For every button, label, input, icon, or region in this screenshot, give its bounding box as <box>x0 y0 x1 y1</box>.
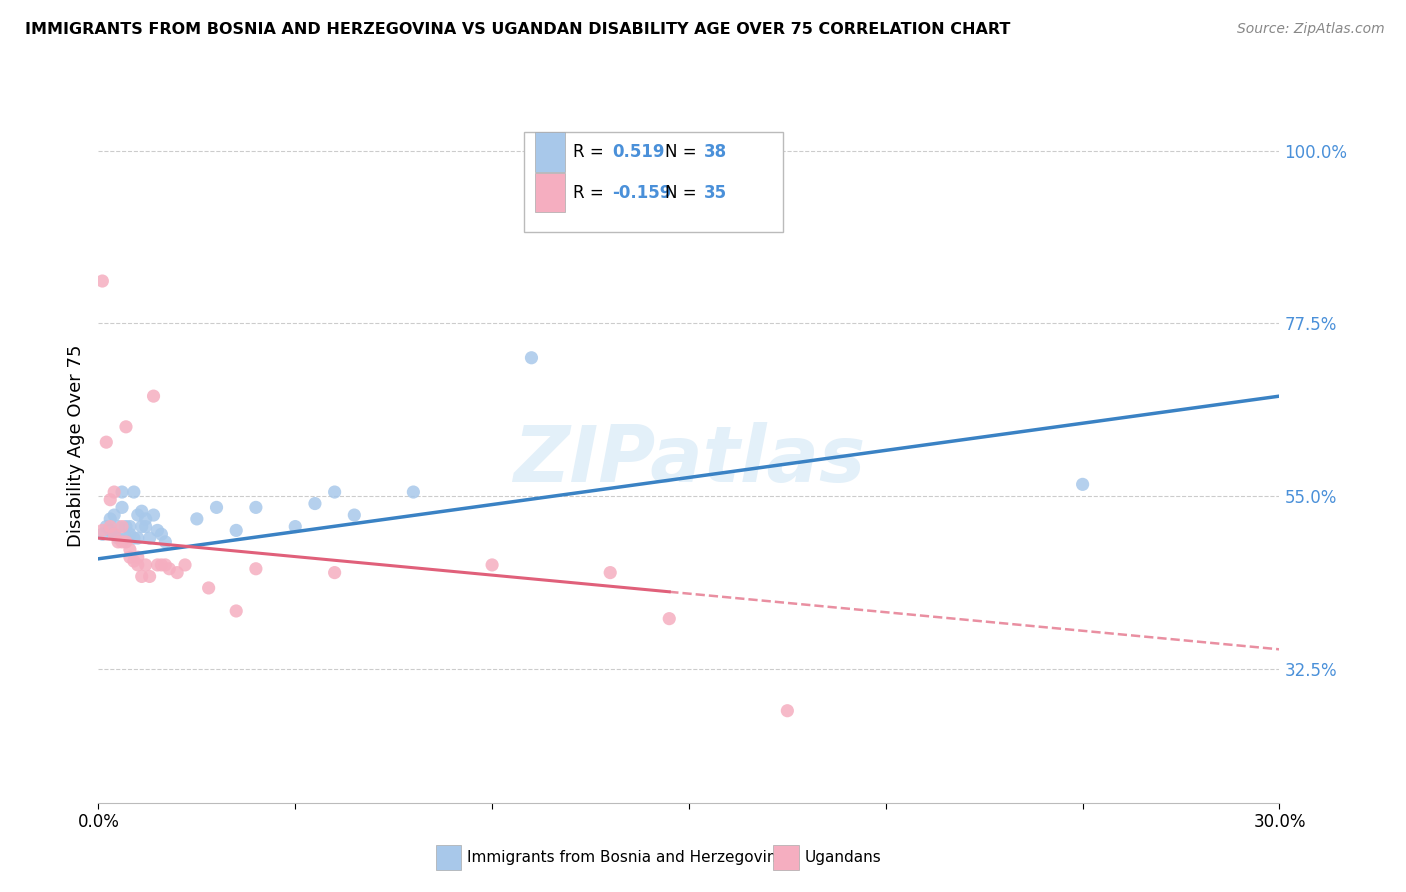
Text: R =: R = <box>574 184 609 202</box>
Point <box>91 274 114 288</box>
Point <box>115 419 138 434</box>
FancyBboxPatch shape <box>536 173 565 212</box>
Point <box>304 497 326 511</box>
Point <box>98 512 121 526</box>
Point <box>135 558 157 572</box>
Text: N =: N = <box>665 143 702 161</box>
Point <box>166 566 188 580</box>
Point <box>91 527 114 541</box>
Point <box>122 554 145 568</box>
Point <box>118 550 141 565</box>
Point <box>1071 477 1094 491</box>
Text: 0.519: 0.519 <box>612 143 665 161</box>
Point <box>343 508 366 522</box>
Text: Immigrants from Bosnia and Herzegovina: Immigrants from Bosnia and Herzegovina <box>467 850 786 864</box>
FancyBboxPatch shape <box>523 132 783 232</box>
FancyBboxPatch shape <box>536 132 565 171</box>
Point <box>135 519 157 533</box>
Point <box>658 612 681 626</box>
Point <box>520 351 543 365</box>
Point <box>135 512 157 526</box>
Text: N =: N = <box>665 184 702 202</box>
Point <box>481 558 503 572</box>
Point <box>138 531 160 545</box>
Point <box>98 524 121 538</box>
Point <box>98 492 121 507</box>
Text: R =: R = <box>574 143 609 161</box>
Text: Source: ZipAtlas.com: Source: ZipAtlas.com <box>1237 22 1385 37</box>
Point <box>127 558 149 572</box>
Point <box>197 581 219 595</box>
Point <box>776 704 799 718</box>
Point <box>155 558 177 572</box>
Point <box>142 508 165 522</box>
Point <box>127 508 149 522</box>
Point <box>118 542 141 557</box>
Text: 35: 35 <box>704 184 727 202</box>
Point <box>150 527 173 541</box>
Point <box>122 531 145 545</box>
Point <box>111 519 134 533</box>
Text: -0.159: -0.159 <box>612 184 672 202</box>
Point <box>107 531 129 545</box>
Point <box>107 535 129 549</box>
Point <box>118 527 141 541</box>
Point <box>284 519 307 533</box>
Point <box>122 485 145 500</box>
Point <box>131 519 153 533</box>
Point <box>157 562 180 576</box>
Point <box>111 535 134 549</box>
Point <box>142 389 165 403</box>
Y-axis label: Disability Age Over 75: Disability Age Over 75 <box>66 344 84 548</box>
Point <box>127 550 149 565</box>
Point <box>146 558 169 572</box>
Point <box>96 435 118 450</box>
Point <box>103 485 125 500</box>
Point <box>103 527 125 541</box>
Point <box>225 604 247 618</box>
Point <box>245 562 267 576</box>
Point <box>103 527 125 541</box>
Point <box>146 524 169 538</box>
Point <box>111 485 134 500</box>
Point <box>131 569 153 583</box>
Point <box>98 519 121 533</box>
Point <box>138 569 160 583</box>
Point <box>186 512 208 526</box>
Point <box>131 504 153 518</box>
Text: ZIPatlas: ZIPatlas <box>513 422 865 499</box>
Point <box>174 558 197 572</box>
Point <box>225 524 247 538</box>
Point <box>103 508 125 522</box>
Point <box>323 566 346 580</box>
Point <box>323 485 346 500</box>
Point <box>96 519 118 533</box>
Point <box>107 519 129 533</box>
Text: 38: 38 <box>704 143 727 161</box>
Point <box>118 519 141 533</box>
Point <box>402 485 425 500</box>
Point <box>150 558 173 572</box>
Point <box>155 535 177 549</box>
Point <box>115 531 138 545</box>
Point <box>599 566 621 580</box>
Point <box>111 500 134 515</box>
Point <box>127 531 149 545</box>
Point <box>115 519 138 533</box>
Text: Ugandans: Ugandans <box>804 850 882 864</box>
Text: IMMIGRANTS FROM BOSNIA AND HERZEGOVINA VS UGANDAN DISABILITY AGE OVER 75 CORRELA: IMMIGRANTS FROM BOSNIA AND HERZEGOVINA V… <box>25 22 1011 37</box>
Point <box>205 500 228 515</box>
Point <box>245 500 267 515</box>
Point <box>115 535 138 549</box>
Point <box>91 524 114 538</box>
